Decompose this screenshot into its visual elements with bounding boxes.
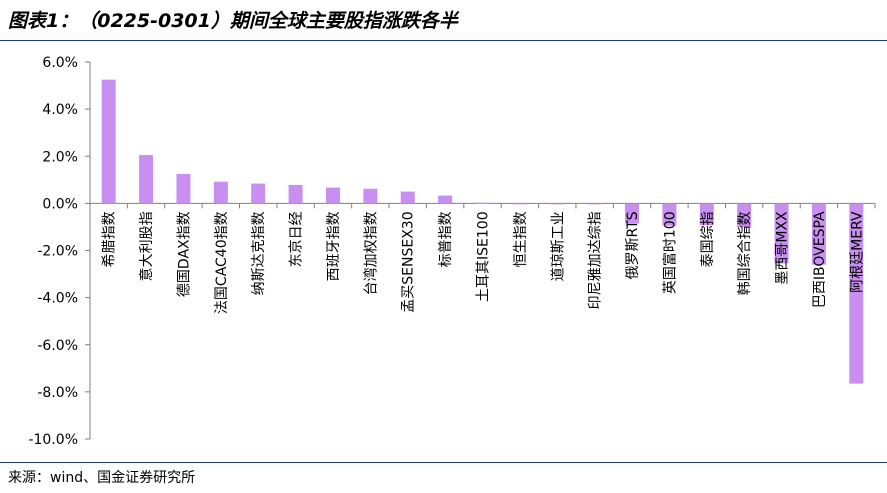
y-tick-label: 2.0% bbox=[42, 149, 78, 165]
x-tick-label: 巴西IBOVESPA bbox=[812, 211, 828, 308]
bar bbox=[737, 203, 752, 227]
x-tick-label: 孟买SENSEX30 bbox=[401, 211, 417, 312]
y-tick-label: -2.0% bbox=[37, 244, 78, 260]
x-tick-label: 恒生指数 bbox=[513, 211, 529, 267]
bar bbox=[849, 203, 864, 384]
x-tick-label: 台湾加权指数 bbox=[362, 211, 379, 295]
x-tick-label: 俄罗斯RTS bbox=[625, 211, 641, 279]
bar bbox=[699, 203, 714, 226]
bar bbox=[325, 187, 340, 204]
y-tick-label: 0.0% bbox=[42, 196, 78, 212]
y-tick-label: -6.0% bbox=[37, 338, 78, 354]
bar bbox=[176, 173, 191, 204]
x-tick-label: 德国DAX指数 bbox=[176, 211, 192, 297]
x-tick-label: 希腊指数 bbox=[102, 211, 118, 267]
bar bbox=[213, 181, 228, 204]
chart-title: 图表1：（0225-0301）期间全球主要股指涨跌各半 bbox=[8, 10, 458, 32]
source-note: 来源：wind、国金证券研究所 bbox=[8, 470, 196, 486]
x-tick-label: 西班牙指数 bbox=[326, 211, 342, 281]
bar bbox=[251, 183, 266, 204]
source-rule bbox=[0, 462, 887, 463]
y-tick-label: -4.0% bbox=[37, 291, 78, 307]
bar bbox=[811, 203, 826, 265]
x-tick-label: 土耳其ISE100 bbox=[476, 211, 492, 302]
x-tick-label: 印尼雅加达综指 bbox=[588, 211, 604, 309]
bar bbox=[438, 195, 453, 204]
bar bbox=[101, 79, 116, 204]
bar bbox=[288, 184, 303, 204]
bar bbox=[139, 155, 154, 204]
x-tick-label: 韩国综合指数 bbox=[737, 211, 753, 295]
x-tick-label: 道琼斯工业 bbox=[550, 211, 566, 281]
y-tick-label: 6.0% bbox=[42, 55, 78, 71]
x-tick-label: 意大利股指 bbox=[138, 211, 155, 281]
y-tick-label: -8.0% bbox=[37, 385, 78, 401]
x-tick-label: 东京日经 bbox=[289, 211, 305, 267]
x-tick-labels: 希腊指数 意大利股指 德国DAX指数 法国CAC40指数 纳斯达克指数 东京日经 西班牙指数… bbox=[102, 211, 866, 314]
x-tick-label: 泰国综指 bbox=[700, 211, 716, 267]
y-tick-label: 4.0% bbox=[42, 102, 78, 118]
bars bbox=[101, 79, 864, 384]
y-axis: 6.0% 4.0% 2.0% 0.0% -2.0% -4.0% -6.0% -8.0% -10.… bbox=[28, 55, 876, 448]
bar bbox=[625, 203, 640, 224]
x-tick-label: 英国富时100 bbox=[661, 211, 678, 294]
y-tick-label: -10.0% bbox=[28, 432, 78, 448]
x-tick-label: 标普指数 bbox=[438, 211, 454, 267]
bar-chart: 6.0% 4.0% 2.0% 0.0% -2.0% -4.0% -6.0% -8.0% -10.… bbox=[28, 55, 876, 448]
x-tick-label: 法国CAC40指数 bbox=[214, 211, 230, 314]
bar bbox=[363, 188, 378, 204]
x-tick-label: 阿根廷MERV bbox=[849, 211, 865, 293]
bar bbox=[587, 203, 602, 205]
bar bbox=[774, 203, 789, 264]
x-tick-label: 纳斯达克指数 bbox=[251, 211, 267, 295]
x-tick-label: 墨西哥MXX bbox=[775, 211, 791, 285]
bar bbox=[550, 203, 565, 205]
bar bbox=[662, 203, 677, 226]
bar bbox=[400, 191, 415, 204]
title-rule bbox=[0, 40, 887, 41]
bar bbox=[475, 202, 490, 204]
bar bbox=[512, 203, 527, 205]
